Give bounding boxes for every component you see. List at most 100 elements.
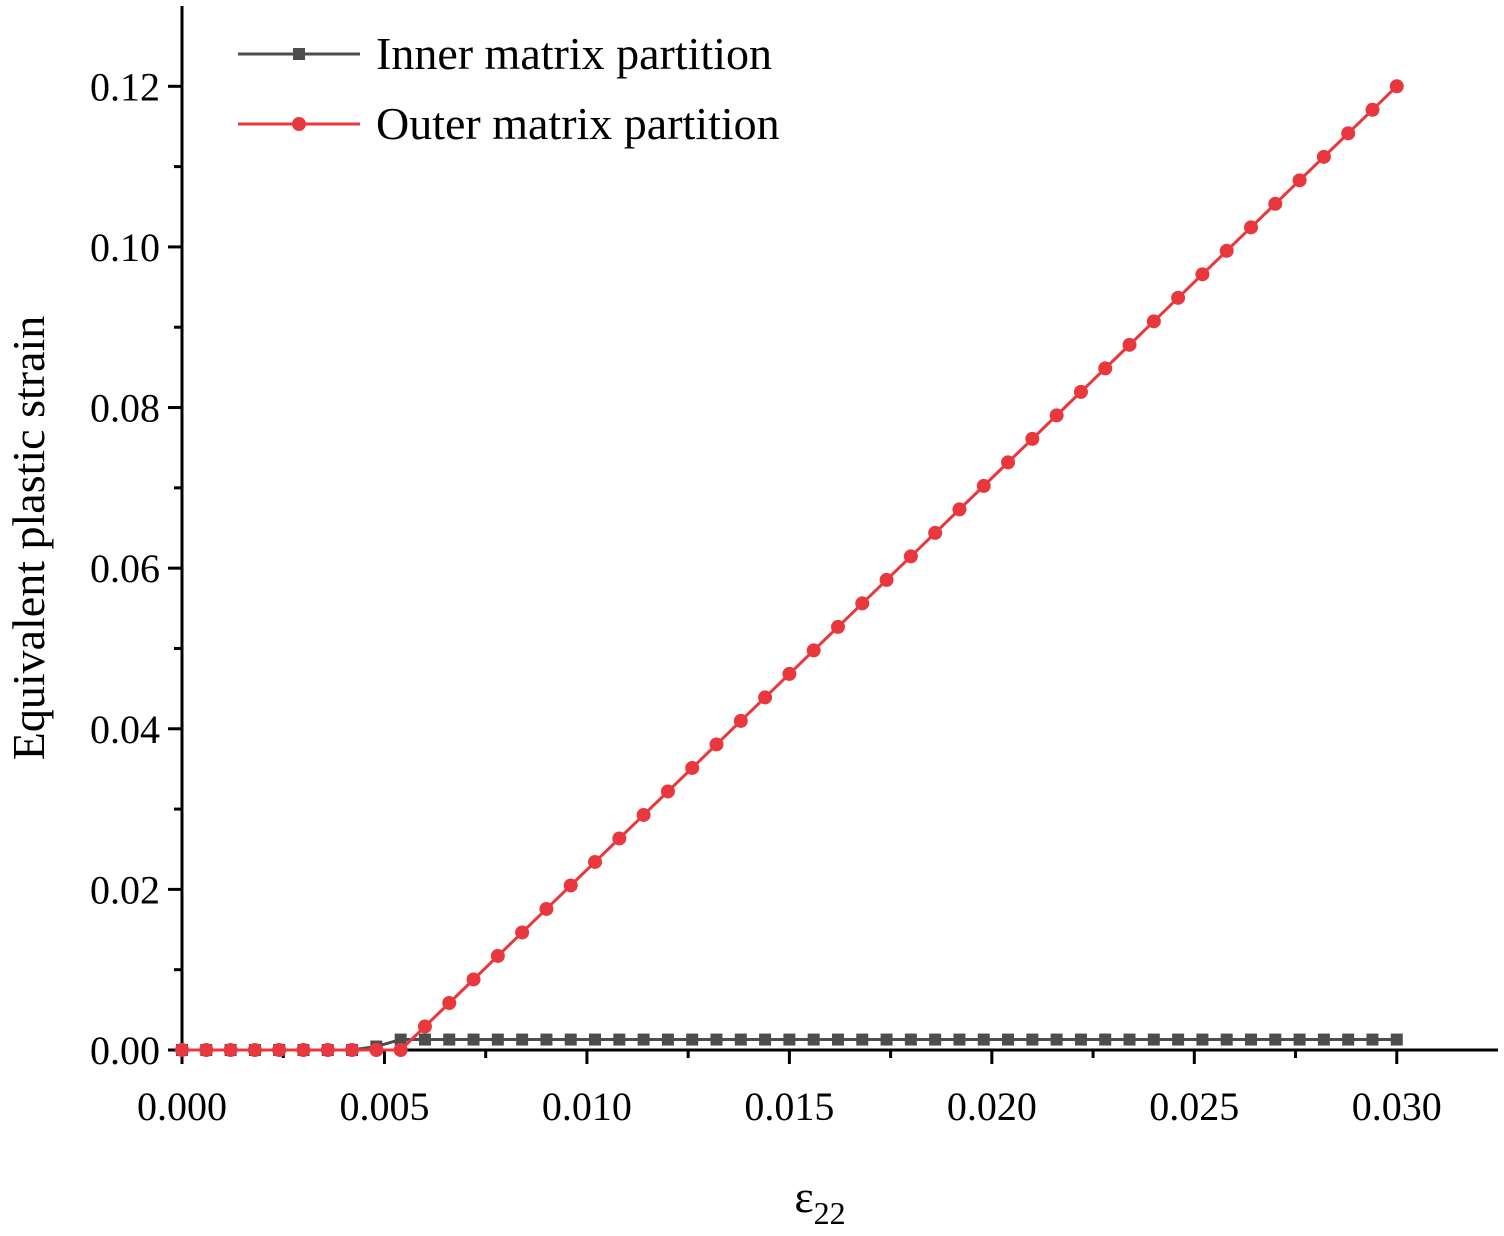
y-tick-label: 0.04: [90, 707, 160, 752]
data-point-square: [491, 1033, 504, 1046]
data-point-square: [807, 1033, 820, 1046]
x-axis-title-subscript: 22: [814, 1195, 846, 1231]
data-point-circle: [1365, 102, 1380, 117]
series-layer: [175, 79, 1404, 1057]
data-point-circle: [733, 713, 748, 728]
legend-item-inner: Inner matrix partition: [238, 28, 772, 79]
series-line: [182, 85, 1398, 1052]
data-point-circle: [782, 666, 797, 681]
data-point-square: [1293, 1033, 1306, 1046]
data-point-circle: [709, 737, 724, 752]
data-point-square: [1123, 1033, 1136, 1046]
data-point-circle: [1243, 220, 1258, 235]
data-point-circle: [830, 619, 845, 634]
data-point-square: [783, 1033, 796, 1046]
data-point-square: [443, 1033, 456, 1046]
data-point-circle: [563, 878, 578, 893]
data-point-circle: [1001, 455, 1016, 470]
data-point-circle: [1025, 431, 1040, 446]
data-point-circle: [1316, 149, 1331, 164]
data-point-square: [1220, 1033, 1233, 1046]
data-point-circle: [272, 1043, 287, 1057]
axes: 0.000 0.005 0.010 0.015 0.020 0.025 0.030 0.00 0…: [90, 6, 1498, 1129]
data-point-circle: [1171, 290, 1186, 305]
data-point-square: [1026, 1033, 1039, 1046]
data-point-circle: [393, 1043, 408, 1057]
data-point-square: [1074, 1033, 1087, 1046]
data-point-circle: [247, 1043, 262, 1057]
legend-marker-square: [293, 48, 305, 60]
data-point-circle: [369, 1043, 384, 1057]
data-point-circle: [296, 1043, 311, 1057]
data-point-square: [880, 1033, 893, 1046]
y-tick-label: 0.12: [90, 64, 160, 109]
x-axis-title-symbol: ε: [794, 1171, 813, 1222]
data-point-circle: [466, 972, 481, 987]
data-point-square: [977, 1033, 990, 1046]
data-point-circle: [612, 831, 627, 846]
data-point-circle: [490, 948, 505, 963]
data-point-square: [394, 1033, 407, 1046]
y-axis-title: Equivalent plastic strain: [3, 316, 54, 761]
data-point-circle: [903, 549, 918, 564]
data-point-circle: [417, 1019, 432, 1034]
data-point-circle: [1341, 126, 1356, 141]
data-point-circle: [223, 1043, 238, 1057]
data-point-square: [759, 1033, 772, 1046]
data-point-circle: [879, 572, 894, 587]
data-point-square: [856, 1033, 869, 1046]
legend-item-outer: Outer matrix partition: [238, 98, 780, 149]
data-point-square: [661, 1033, 674, 1046]
data-point-square: [1147, 1033, 1160, 1046]
data-point-circle: [1389, 79, 1404, 94]
data-point-circle: [199, 1043, 214, 1057]
data-point-circle: [806, 643, 821, 658]
data-point-square: [564, 1033, 577, 1046]
y-tick-label: 0.02: [90, 867, 160, 912]
data-point-square: [1196, 1033, 1209, 1046]
series-outer: [175, 79, 1404, 1057]
legend-label: Inner matrix partition: [376, 28, 772, 79]
x-tick-label: 0.000: [137, 1084, 227, 1129]
data-point-circle: [928, 525, 943, 540]
data-point-circle: [320, 1043, 335, 1057]
legend-label: Outer matrix partition: [376, 98, 780, 149]
data-point-square: [734, 1033, 747, 1046]
data-point-circle: [758, 690, 773, 705]
data-point-square: [686, 1033, 699, 1046]
data-point-square: [831, 1033, 844, 1046]
data-point-square: [1099, 1033, 1112, 1046]
legend-marker-circle: [292, 117, 306, 131]
data-point-square: [953, 1033, 966, 1046]
data-point-circle: [952, 502, 967, 517]
data-point-square: [589, 1033, 602, 1046]
data-point-circle: [442, 995, 457, 1010]
data-point-circle: [1146, 314, 1161, 329]
data-point-circle: [539, 901, 554, 916]
data-point-circle: [588, 854, 603, 869]
data-point-circle: [1098, 361, 1113, 376]
y-tick-label: 0.06: [90, 546, 160, 591]
x-tick-label: 0.010: [542, 1084, 632, 1129]
data-point-square: [467, 1033, 480, 1046]
data-point-circle: [1122, 337, 1137, 352]
data-point-square: [540, 1033, 553, 1046]
data-point-circle: [1292, 173, 1307, 188]
data-point-square: [929, 1033, 942, 1046]
data-point-square: [516, 1033, 529, 1046]
data-point-square: [1269, 1033, 1282, 1046]
data-point-square: [1172, 1033, 1185, 1046]
data-point-circle: [515, 925, 530, 940]
data-point-circle: [1268, 196, 1283, 211]
data-point-square: [710, 1033, 723, 1046]
data-point-square: [637, 1033, 650, 1046]
data-point-square: [1366, 1033, 1379, 1046]
data-point-circle: [685, 760, 700, 775]
data-point-circle: [660, 784, 675, 799]
y-tick-label: 0.08: [90, 386, 160, 431]
legend: Inner matrix partition Outer matrix parti…: [238, 28, 780, 149]
data-point-square: [1050, 1033, 1063, 1046]
data-point-circle: [345, 1043, 360, 1057]
data-point-square: [1317, 1033, 1330, 1046]
